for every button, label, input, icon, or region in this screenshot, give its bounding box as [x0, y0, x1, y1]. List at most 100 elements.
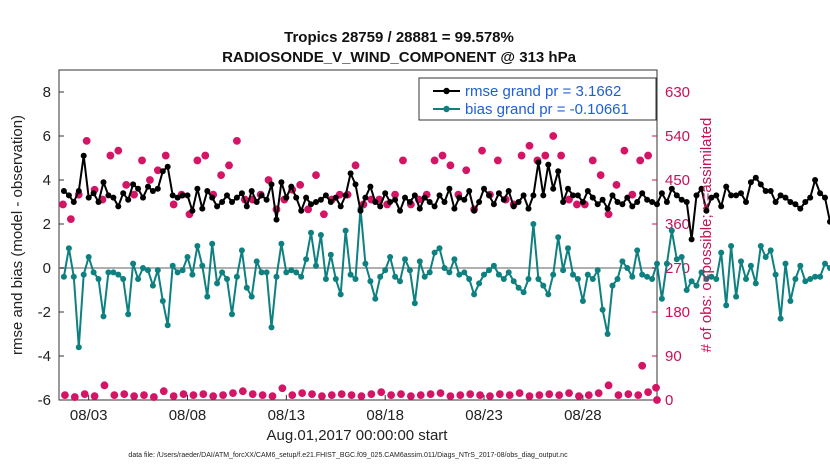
obs-count-point: [161, 151, 170, 160]
bias-point: [599, 306, 606, 313]
obs-count-point: [594, 389, 603, 398]
bias-point: [209, 240, 216, 247]
obs-count-point: [565, 195, 573, 204]
rmse-point: [278, 179, 285, 186]
rmse-point: [140, 194, 146, 201]
rmse-point: [421, 194, 428, 201]
bias-point: [456, 271, 463, 278]
bias-point: [164, 322, 171, 329]
bias-point: [500, 276, 507, 282]
legend-bias-label: bias grand pr = -0.10661: [465, 101, 629, 118]
bias-point: [80, 271, 87, 278]
bias-point: [644, 273, 651, 280]
bias-point: [481, 271, 487, 278]
y-axis-label: rmse and bias (model - observation): [9, 115, 26, 355]
rmse-point: [337, 203, 344, 210]
bias-point: [194, 243, 201, 249]
obs-count-point: [416, 391, 425, 400]
bias-point: [70, 273, 77, 280]
rmse-point: [406, 199, 413, 205]
rmse-point: [525, 205, 532, 212]
bias-point: [135, 276, 142, 282]
bias-point: [317, 232, 324, 238]
y-tick-label: 4: [43, 172, 51, 189]
bias-point: [426, 269, 433, 276]
x-axis-label: Aug.01,2017 00:00:00 start: [267, 427, 449, 444]
obs-count-point: [525, 392, 534, 400]
obs-count-point: [189, 391, 198, 400]
obs-count-point: [462, 166, 471, 175]
obs-count-point: [140, 391, 148, 400]
rmse-point: [762, 188, 769, 194]
obs-count-point: [193, 156, 202, 165]
obs-count-point: [59, 200, 67, 209]
rmse-point: [75, 188, 82, 194]
rmse-point: [293, 194, 300, 201]
legend-bias-marker: [443, 105, 450, 113]
data-file-footnote: data file: /Users/raeder/DAI/ATM_forcXX/…: [128, 452, 568, 459]
rmse-point: [224, 192, 230, 199]
bias-point: [229, 311, 235, 318]
y-tick-label: -2: [38, 304, 51, 321]
bias-point: [65, 245, 72, 252]
bias-point: [184, 254, 191, 260]
rmse-point: [723, 183, 730, 190]
obs-count-point: [238, 387, 247, 396]
rmse-point: [713, 192, 720, 199]
bias-point: [441, 265, 448, 271]
bias-point: [530, 221, 537, 227]
obs-count-point: [604, 210, 613, 219]
rmse-point: [540, 192, 547, 199]
obs-count-point: [149, 393, 158, 401]
bias-point: [540, 282, 547, 289]
obs-count-point: [515, 389, 524, 398]
rmse-point: [229, 199, 235, 205]
obs-count-point: [82, 136, 91, 145]
obs-count-point: [604, 381, 613, 390]
obs-count-point: [549, 132, 558, 140]
obs-count-point: [377, 388, 386, 397]
bias-point: [817, 273, 824, 280]
rmse-point: [263, 196, 270, 203]
obs-count-point: [258, 391, 267, 400]
rmse-point: [644, 196, 651, 203]
obs-count-point: [436, 389, 445, 398]
bias-point: [772, 271, 779, 278]
bias-point: [723, 302, 730, 309]
rmse-point: [446, 185, 453, 192]
rmse-point: [253, 199, 260, 205]
bias-point: [159, 298, 166, 304]
x-tick-label: 08/28: [564, 407, 602, 424]
bias-point: [347, 271, 354, 278]
rmse-point: [397, 207, 403, 214]
rmse-point: [402, 194, 408, 201]
rmse-point: [683, 199, 690, 205]
bias-point: [145, 267, 151, 274]
right-y-axis-label: # of obs: o=possible; ×=assimilated: [698, 118, 715, 353]
obs-count-point: [66, 215, 75, 224]
rmse-point: [184, 192, 191, 199]
obs-count-point: [248, 390, 257, 399]
rmse-point: [594, 201, 601, 208]
rmse-point: [322, 192, 329, 199]
obs-count-point: [319, 210, 328, 219]
obs-count-point: [120, 390, 129, 399]
rmse-point: [298, 207, 305, 214]
obs-count-point: [644, 388, 653, 397]
rmse-point: [693, 192, 700, 199]
y-tick-label: 2: [43, 216, 51, 233]
bias-point: [535, 276, 542, 282]
rmse-point: [233, 194, 240, 201]
bias-point: [174, 269, 181, 276]
rmse-point: [130, 181, 137, 188]
rmse-point: [495, 190, 502, 197]
bias-point: [283, 269, 290, 276]
rmse-point: [238, 190, 245, 197]
bias-point: [179, 267, 186, 274]
bias-point: [85, 254, 92, 260]
rmse-point: [772, 199, 779, 205]
bias-point: [342, 227, 349, 234]
bias-point: [446, 269, 453, 276]
rmse-point: [100, 179, 107, 186]
